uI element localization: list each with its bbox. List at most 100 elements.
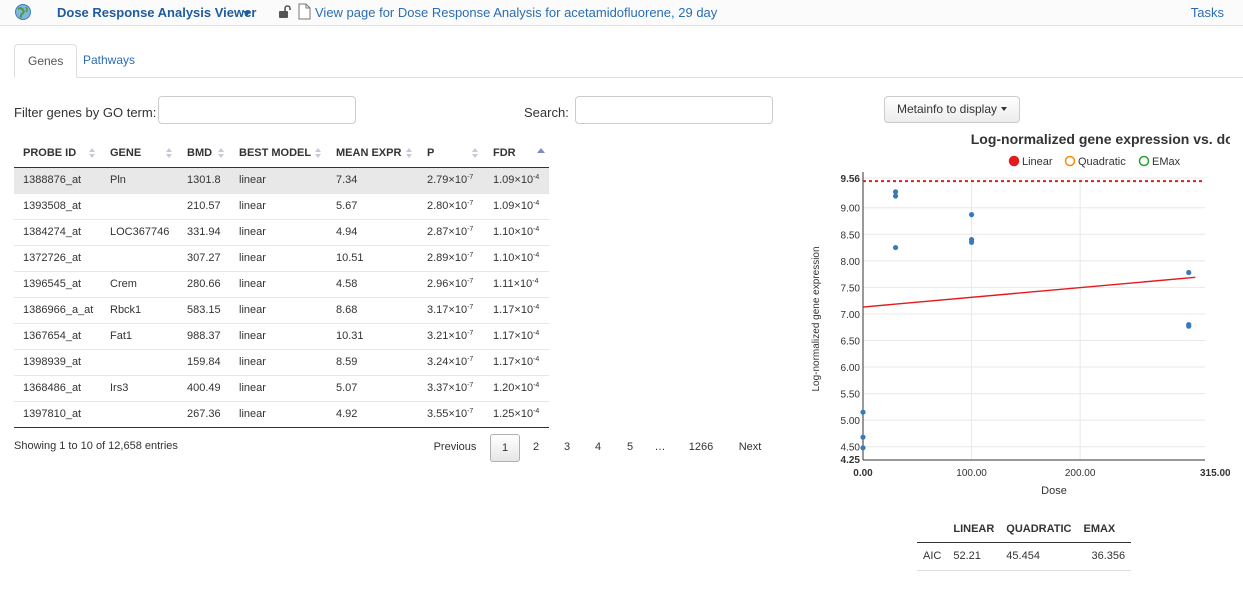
table-row[interactable]: 1397810_at 267.36 linear 4.92 3.55×10-7 1.25×… — [14, 400, 549, 428]
cell-gene-link-text[interactable]: Fat1 — [110, 330, 133, 342]
metainfo-dropdown-button[interactable]: Metainfo to display — [884, 96, 1020, 123]
x-tick-label: 315.00 — [1200, 468, 1230, 479]
cell-gene-link-text[interactable]: Crem — [110, 278, 137, 290]
data-point — [892, 244, 899, 251]
cell-probe-id-text: 1367654_at — [23, 330, 82, 342]
table-row[interactable]: 1388876_at Pln 1301.8 linear 7.34 2.79×10-7 1.… — [14, 167, 549, 193]
legend-marker-quadratic — [1064, 155, 1076, 167]
col-header-mean-expr[interactable]: MEAN EXPR — [327, 139, 418, 168]
y-tick-label: 8.50 — [841, 230, 861, 241]
cell-best-model: linear — [230, 218, 327, 245]
tasks-menu[interactable]: Tasks — [1190, 5, 1224, 20]
cell-p-exponent: -7 — [467, 200, 474, 207]
cell-gene-link[interactable]: LOC367746 — [101, 218, 178, 245]
sort-icon — [218, 148, 225, 159]
page-previous-button[interactable]: Previous — [433, 441, 477, 453]
cell-p-text: 3.24×10 — [427, 356, 468, 368]
col-header-label: FDR — [493, 146, 516, 159]
col-header-p[interactable]: P — [418, 139, 484, 168]
view-page-link[interactable]: View page for Dose Response Analysis for… — [315, 5, 718, 20]
cell-gene-link-text[interactable]: Pln — [110, 174, 126, 186]
cell-p-text: 2.87×10 — [427, 226, 468, 238]
cell-best-model-text: linear — [239, 226, 266, 238]
search-input[interactable] — [575, 96, 773, 124]
cell-probe-id: 1384274_at — [14, 218, 101, 245]
cell-fdr: 1.10×10-4 — [484, 244, 549, 271]
chevron-down-icon[interactable] — [243, 11, 251, 16]
cell-probe-id-text: 1393508_at — [23, 200, 82, 212]
cell-probe-id-text: 1398939_at — [23, 356, 82, 368]
cell-bmd: 280.66 — [178, 270, 230, 297]
data-point — [860, 434, 866, 440]
cell-mean-expr: 8.68 — [327, 296, 418, 323]
go-filter-input[interactable] — [158, 96, 356, 124]
cell-p: 2.80×10-7 — [418, 192, 484, 219]
table-row[interactable]: 1396545_at Crem 280.66 linear 4.58 2.96×10-7 1… — [14, 270, 549, 297]
aic-row-label-link[interactable]: AIC — [917, 542, 948, 571]
cell-gene-link[interactable]: Fat1 — [101, 322, 178, 349]
cell-gene-link[interactable]: Pln — [101, 167, 178, 193]
page-button-1[interactable]: 1 — [490, 434, 520, 462]
cell-gene-link[interactable]: Crem — [101, 270, 178, 297]
app-title-menu[interactable]: Dose Response Analysis Viewer — [57, 5, 257, 20]
tab-genes[interactable]: Genes — [14, 44, 78, 78]
page-button-4[interactable]: 4 — [594, 441, 602, 453]
cell-bmd: 1301.8 — [178, 167, 230, 193]
cell-bmd-text: 307.27 — [187, 252, 221, 264]
cell-best-model-text: linear — [239, 304, 266, 316]
table-row[interactable]: 1386966_a_at Rbck1 583.15 linear 8.68 3.17×10… — [14, 296, 549, 323]
x-axis-label: Dose — [1041, 485, 1067, 497]
globe-logo-icon[interactable] — [14, 3, 32, 21]
cell-gene-link-text[interactable]: Rbck1 — [110, 304, 142, 316]
y-tick-label: 4.25 — [841, 455, 861, 466]
unlock-icon[interactable] — [278, 5, 292, 19]
col-header-fdr[interactable]: FDR — [484, 139, 549, 168]
cell-mean-expr: 10.31 — [327, 322, 418, 349]
cell-best-model: linear — [230, 322, 327, 349]
cell-probe-id-text: 1396545_at — [23, 278, 82, 290]
cell-gene-text: Irs3 — [110, 382, 129, 394]
col-header-bmd[interactable]: BMD — [178, 139, 230, 168]
cell-best-model-text: linear — [239, 356, 266, 368]
sort-icon — [89, 148, 96, 159]
data-point — [860, 445, 866, 451]
cell-fdr-text: 1.20×10 — [493, 382, 534, 394]
cell-p-exponent: -7 — [467, 382, 474, 389]
cell-p-text: 2.89×10 — [427, 252, 468, 264]
table-row[interactable]: 1368486_at Irs3 400.49 linear 5.07 3.37×10-7 1… — [14, 374, 549, 401]
search-label: Search: — [524, 105, 569, 120]
cell-p-text: 3.55×10 — [427, 408, 468, 420]
page-button-last[interactable]: 1266 — [688, 441, 714, 453]
tab-pathways[interactable]: Pathways — [83, 53, 136, 67]
cell-fdr-exponent: -4 — [533, 408, 540, 415]
table-row[interactable]: 1393508_at 210.57 linear 5.67 2.80×10-7 1.09×… — [14, 192, 549, 219]
col-header-gene[interactable]: GENE — [101, 139, 178, 168]
page-button-2[interactable]: 2 — [532, 441, 540, 453]
col-header-probe-id[interactable]: PROBE ID — [14, 139, 101, 168]
cell-probe-id-text: 1368486_at — [23, 382, 82, 394]
cell-p: 2.79×10-7 — [418, 167, 484, 193]
col-header-best-model[interactable]: BEST MODEL — [230, 139, 327, 168]
cell-gene-link-text[interactable]: LOC367746 — [110, 226, 170, 238]
cell-bmd-text: 280.66 — [187, 278, 221, 290]
cell-mean-expr-text: 5.07 — [336, 382, 358, 394]
table-row[interactable]: 1398939_at 159.84 linear 8.59 3.24×10-7 1.17×… — [14, 348, 549, 375]
table-row[interactable]: 1384274_at LOC367746 331.94 linear 4.94 2.87×… — [14, 218, 549, 245]
data-point — [892, 189, 899, 195]
cell-gene-link[interactable]: Rbck1 — [101, 296, 178, 323]
cell-bmd-text: 583.15 — [187, 304, 221, 316]
cell-fdr-exponent: -4 — [533, 252, 540, 259]
page-button-3[interactable]: 3 — [563, 441, 571, 453]
cell-mean-expr: 5.67 — [327, 192, 418, 219]
col-header-label: BEST MODEL — [239, 146, 312, 159]
table-row[interactable]: 1372726_at 307.27 linear 10.51 2.89×10-7 1.10… — [14, 244, 549, 271]
cell-fdr: 1.09×10-4 — [484, 192, 549, 219]
cell-best-model-text: linear — [239, 252, 266, 264]
y-tick-label: 5.50 — [841, 390, 861, 401]
metainfo-button-label: Metainfo to display — [896, 102, 998, 116]
cell-probe-id: 1398939_at — [14, 348, 101, 375]
table-row[interactable]: 1367654_at Fat1 988.37 linear 10.31 3.21×10-7… — [14, 322, 549, 349]
aic-header-emax: EMAX — [1077, 516, 1132, 543]
page-next-button[interactable]: Next — [738, 441, 762, 453]
page-button-5[interactable]: 5 — [626, 441, 634, 453]
